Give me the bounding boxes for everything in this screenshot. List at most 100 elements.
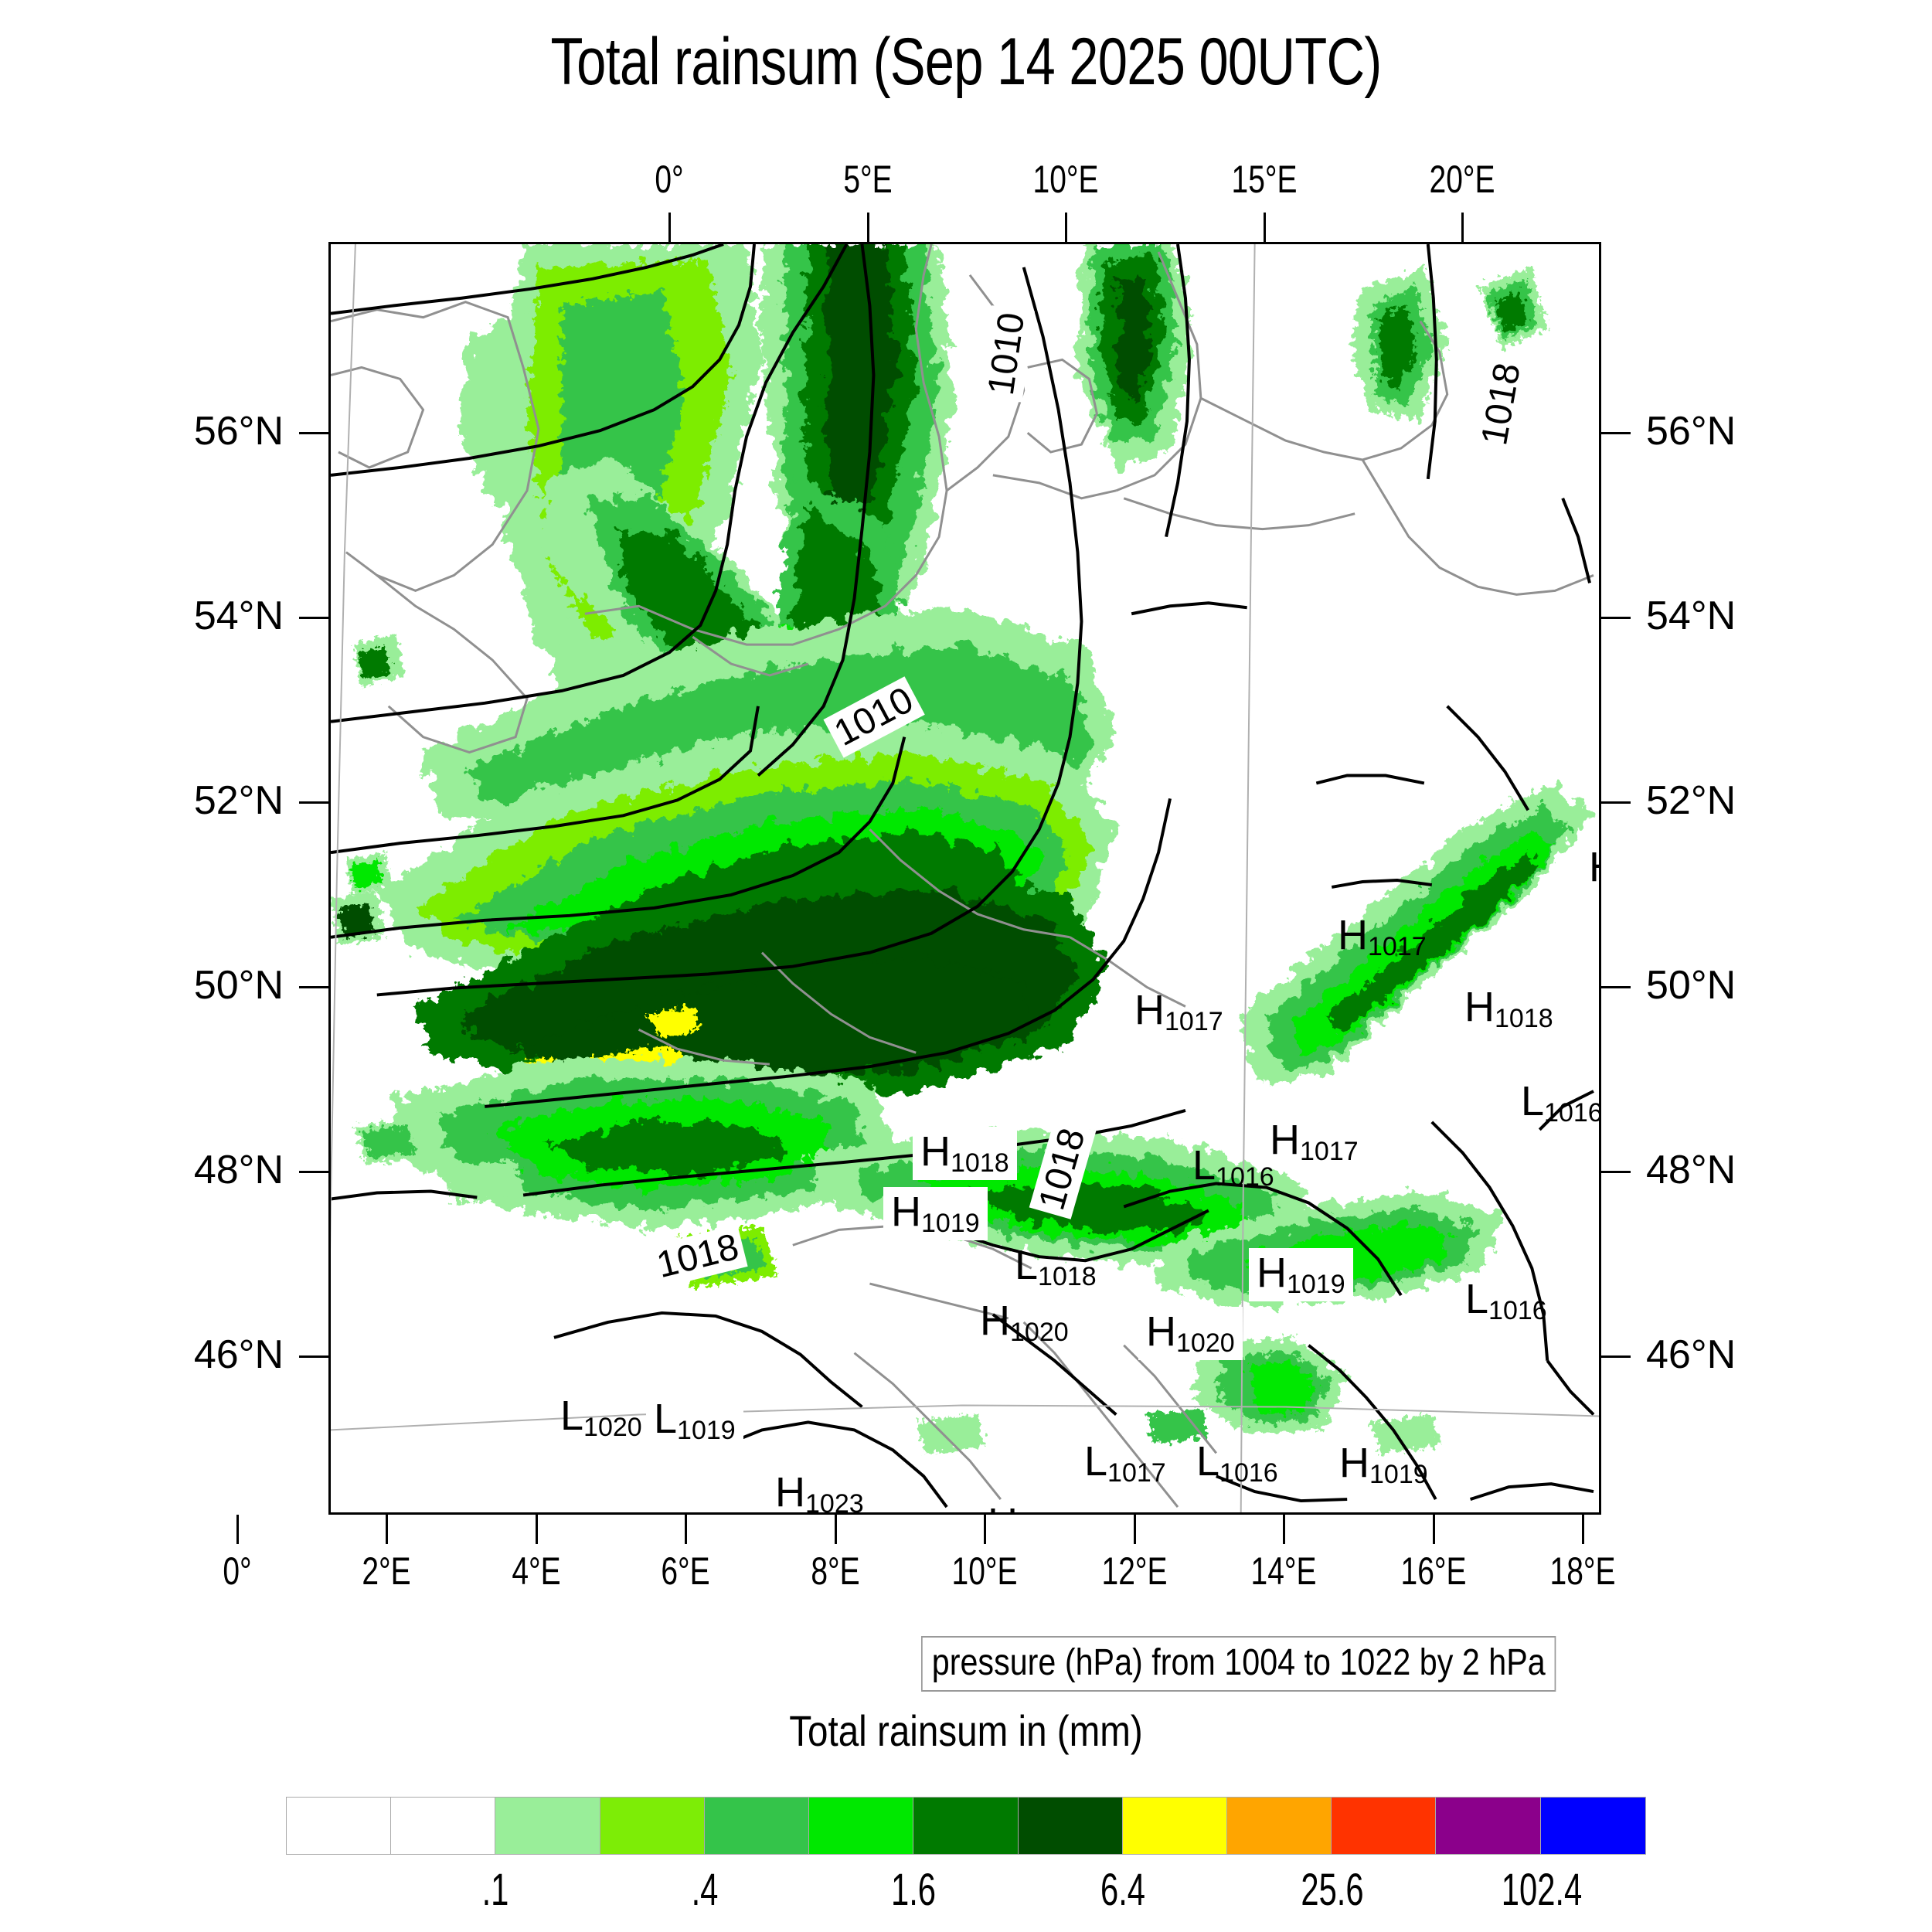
pressure-legend: pressure (hPa) from 1004 to 1022 by 2 hP… bbox=[921, 1636, 1556, 1692]
colorbar-segment-7[interactable] bbox=[1018, 1798, 1123, 1854]
pressure-center-value: 1017 bbox=[1368, 932, 1427, 961]
pressure-center-value: 1019 bbox=[677, 1416, 736, 1445]
pressure-center-l-15: L1017 bbox=[1084, 1440, 1166, 1487]
colorbar-segment-8[interactable] bbox=[1122, 1798, 1227, 1854]
colorbar-label-3: 6.4 bbox=[1100, 1865, 1146, 1915]
tick-mark-bottom bbox=[685, 1515, 688, 1544]
tick-mark-bottom bbox=[236, 1515, 239, 1544]
pressure-center-value: 1020 bbox=[1010, 1318, 1069, 1347]
pressure-center-l-4: L1016 bbox=[1521, 1078, 1601, 1128]
tick-mark-top bbox=[866, 213, 869, 242]
tick-mark-top bbox=[1461, 213, 1464, 242]
tick-mark-right bbox=[1601, 1171, 1631, 1173]
colorbar-segment-11[interactable] bbox=[1436, 1798, 1541, 1854]
pressure-center-type: H bbox=[988, 1500, 1018, 1512]
pressure-center-type: H bbox=[775, 1469, 805, 1515]
pressure-center-l-13: L1020 bbox=[560, 1394, 642, 1441]
pressure-center-type: H bbox=[1339, 1440, 1369, 1486]
tick-mark-right bbox=[1601, 801, 1631, 804]
tick-mark-top bbox=[1065, 213, 1067, 242]
tick-label-right-4: 48°N bbox=[1646, 1148, 1736, 1192]
tick-mark-left bbox=[299, 617, 328, 619]
pressure-center-h-18: H1023 bbox=[775, 1469, 864, 1515]
tick-label-top-4: 20°E bbox=[1429, 158, 1495, 201]
colorbar-segment-10[interactable] bbox=[1332, 1798, 1437, 1854]
colorbar-segment-4[interactable] bbox=[704, 1798, 810, 1854]
tick-mark-bottom bbox=[834, 1515, 837, 1544]
colorbar-segment-5[interactable] bbox=[809, 1798, 914, 1854]
pressure-center-h-1: H1017 bbox=[1134, 988, 1223, 1036]
tick-mark-left bbox=[299, 1355, 328, 1358]
pressure-center-value: 1018 bbox=[1038, 1262, 1097, 1291]
tick-label-right-5: 46°N bbox=[1646, 1332, 1736, 1377]
pressure-center-h-0: H1017 bbox=[1338, 913, 1427, 961]
tick-label-bottom-9: 18°E bbox=[1549, 1549, 1616, 1593]
pressure-center-value: 1018 bbox=[951, 1148, 1009, 1178]
tick-mark-right bbox=[1601, 432, 1631, 434]
pressure-center-type: L bbox=[1521, 1078, 1545, 1124]
pressure-center-type: H bbox=[1589, 844, 1599, 890]
colorbar-segment-1[interactable] bbox=[391, 1798, 496, 1854]
pressure-center-type: L bbox=[560, 1393, 584, 1439]
tick-mark-right bbox=[1601, 1355, 1631, 1358]
pressure-center-type: H bbox=[1338, 912, 1368, 958]
tick-mark-bottom bbox=[1283, 1515, 1286, 1544]
colorbar[interactable] bbox=[286, 1797, 1646, 1855]
tick-label-right-0: 56°N bbox=[1646, 409, 1736, 454]
pressure-center-type: H bbox=[1464, 984, 1495, 1030]
pressure-center-value: 1016 bbox=[1216, 1162, 1274, 1192]
tick-label-bottom-6: 12°E bbox=[1101, 1549, 1168, 1593]
colorbar-segment-0[interactable] bbox=[287, 1798, 392, 1854]
tick-label-right-1: 54°N bbox=[1646, 594, 1736, 638]
pressure-center-h-8: H1019 bbox=[1249, 1248, 1353, 1301]
tick-label-bottom-1: 2°E bbox=[362, 1549, 412, 1593]
pressure-center-h-6: H1018 bbox=[913, 1127, 1017, 1180]
pressure-center-type: H bbox=[980, 1298, 1010, 1344]
pressure-center-value: 1016 bbox=[1544, 1098, 1601, 1128]
pressure-center-l-9: L1018 bbox=[1015, 1243, 1097, 1291]
tick-label-bottom-0: 0° bbox=[223, 1549, 252, 1593]
pressure-center-l-14: L1019 bbox=[646, 1394, 743, 1447]
pressure-center-value: 1019 bbox=[1287, 1270, 1345, 1299]
colorbar-label-1: .4 bbox=[691, 1865, 718, 1915]
tick-label-right-3: 50°N bbox=[1646, 963, 1736, 1008]
pressure-center-value: 1023 bbox=[805, 1489, 864, 1515]
colorbar-segment-12[interactable] bbox=[1540, 1798, 1645, 1854]
tick-label-top-1: 5°E bbox=[842, 158, 893, 201]
tick-mark-right bbox=[1601, 617, 1631, 619]
colorbar-segment-9[interactable] bbox=[1226, 1798, 1332, 1854]
pressure-center-type: L bbox=[1015, 1242, 1039, 1288]
tick-label-top-0: 0° bbox=[655, 158, 684, 201]
colorbar-label-4: 25.6 bbox=[1301, 1865, 1364, 1915]
pressure-center-type: L bbox=[654, 1396, 678, 1442]
pressure-center-value: 1018 bbox=[1495, 1004, 1553, 1033]
tick-label-bottom-7: 14°E bbox=[1250, 1549, 1317, 1593]
pressure-center-value: 1016 bbox=[1219, 1458, 1278, 1488]
pressure-center-type: H bbox=[920, 1128, 951, 1175]
pressure-center-type: H bbox=[1257, 1250, 1287, 1296]
pressure-center-type: H bbox=[1270, 1117, 1300, 1163]
tick-label-bottom-8: 16°E bbox=[1400, 1549, 1467, 1593]
tick-mark-bottom bbox=[1432, 1515, 1435, 1544]
pressure-center-value: 1017 bbox=[1165, 1007, 1223, 1036]
tick-mark-top bbox=[668, 213, 671, 242]
precipitation-field bbox=[331, 244, 1594, 1455]
tick-mark-top bbox=[1263, 213, 1266, 242]
pressure-center-l-5: L1016 bbox=[1192, 1144, 1274, 1191]
tick-label-left-1: 54°N bbox=[193, 594, 284, 638]
colorbar-label-2: 1.6 bbox=[891, 1865, 937, 1915]
colorbar-segment-3[interactable] bbox=[600, 1798, 705, 1854]
pressure-center-value: 1019 bbox=[1369, 1460, 1428, 1489]
pressure-center-h-11: H1020 bbox=[980, 1299, 1069, 1346]
pressure-center-value: 1016 bbox=[1488, 1296, 1547, 1325]
colorbar-segment-6[interactable] bbox=[913, 1798, 1019, 1854]
pressure-center-h-3: H1017 bbox=[1262, 1115, 1366, 1168]
colorbar-title: Total rainsum in (mm) bbox=[789, 1706, 1143, 1755]
pressure-center-l-16: L1016 bbox=[1196, 1440, 1278, 1487]
colorbar-segment-2[interactable] bbox=[495, 1798, 600, 1854]
pressure-center-value: 1017 bbox=[1107, 1458, 1166, 1488]
pressure-center-type: L bbox=[1196, 1438, 1220, 1485]
pressure-center-l-10: L1016 bbox=[1465, 1277, 1547, 1325]
tick-label-top-3: 15°E bbox=[1231, 158, 1297, 201]
map-panel[interactable]: 1010 1010 1018 1018 1018 H1017 H1017 H1018 H101… bbox=[328, 242, 1601, 1515]
